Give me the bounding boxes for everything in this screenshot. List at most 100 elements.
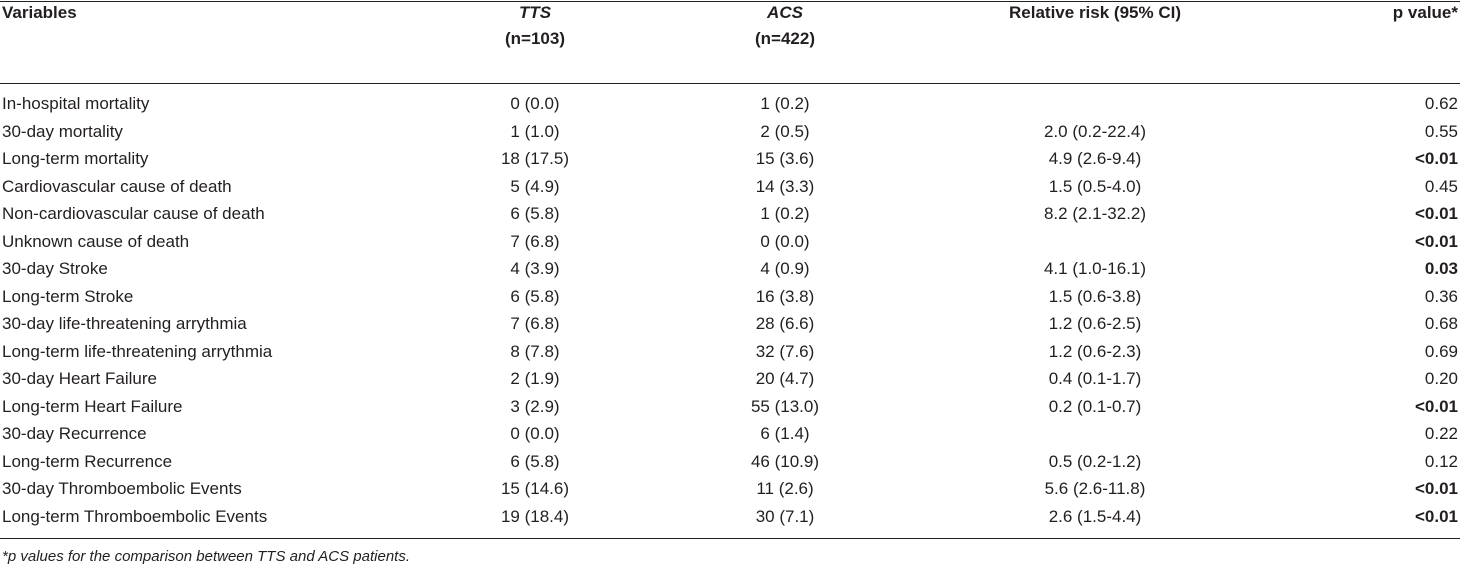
cell-variable: Long-term Thromboembolic Events [2, 506, 268, 526]
cell-acs: 30 (7.1) [755, 506, 815, 526]
cell-p-value: 0.68 [1424, 314, 1458, 333]
cell-acs: 14 (3.3) [755, 176, 815, 196]
header-acs-label: ACS [767, 3, 803, 22]
cell-relative-risk [910, 228, 1280, 256]
cell-acs: 6 (1.4) [760, 424, 810, 443]
table-row: Long-term Recurrence 6 (5.8) 46 (10.9) 0.5 … [0, 448, 1460, 476]
cell-tts: 7 (6.8) [510, 314, 560, 333]
table-row: 30-day Thromboembolic Events 15 (14.6) 11 … [0, 475, 1460, 503]
cell-relative-risk [910, 83, 1280, 118]
cell-tts: 0 (0.0) [510, 424, 560, 443]
table-row: Long-term life-threatening arrythmia 8 (7… [0, 338, 1460, 366]
cell-tts: 6 (5.8) [510, 286, 560, 306]
table-row: Long-term Heart Failure 3 (2.9) 55 (13.0) 0… [0, 393, 1460, 421]
cell-p-value: 0.69 [1424, 341, 1458, 361]
cell-acs: 11 (2.6) [756, 479, 814, 498]
table-row: In-hospital mortality 0 (0.0) 1 (0.2) 0.62 [0, 83, 1460, 118]
cell-relative-risk: 1.2 (0.6-2.5) [1048, 314, 1142, 333]
cell-tts: 3 (2.9) [510, 396, 560, 416]
table-row: Long-term mortality 18 (17.5) 15 (3.6) 4.9 … [0, 145, 1460, 173]
cell-p-value: 0.12 [1424, 451, 1458, 471]
cell-tts: 8 (7.8) [510, 341, 560, 361]
cell-variable: 30-day Stroke [2, 259, 108, 278]
cell-acs: 28 (6.6) [755, 314, 815, 333]
cell-relative-risk [910, 420, 1280, 448]
cell-acs: 15 (3.6) [755, 149, 815, 168]
table-body: In-hospital mortality 0 (0.0) 1 (0.2) 0.62 3… [0, 83, 1460, 530]
cell-variable: Long-term Stroke [2, 286, 134, 306]
cell-relative-risk: 1.2 (0.6-2.3) [1048, 341, 1142, 361]
table-row: Cardiovascular cause of death 5 (4.9) 14 (… [0, 173, 1460, 201]
cell-variable: 30-day life-threatening arrythmia [2, 314, 247, 333]
cell-relative-risk: 2.6 (1.5-4.4) [1048, 506, 1142, 526]
cell-relative-risk: 0.5 (0.2-1.2) [1048, 451, 1142, 471]
header-acs-n: (n=422) [755, 29, 815, 48]
cell-acs: 0 (0.0) [760, 231, 810, 251]
cell-p-value: <0.01 [1414, 149, 1458, 168]
cell-tts: 19 (18.4) [500, 506, 570, 526]
cell-p-value: 0.45 [1424, 176, 1458, 196]
cell-acs: 1 (0.2) [760, 204, 810, 223]
cell-acs: 46 (10.9) [750, 451, 820, 471]
cell-relative-risk: 8.2 (2.1-32.2) [1043, 204, 1147, 223]
header-tts-n: (n=103) [505, 29, 565, 48]
cell-p-value: <0.01 [1414, 506, 1458, 526]
header-acs: ACS (n=422) [660, 0, 910, 83]
cell-variable: Cardiovascular cause of death [2, 176, 232, 196]
table-row: 30-day mortality 1 (1.0) 2 (0.5) 2.0 (0.2-2… [0, 118, 1460, 146]
cell-relative-risk: 4.9 (2.6-9.4) [1048, 149, 1142, 168]
cell-p-value: <0.01 [1414, 396, 1458, 416]
cell-tts: 4 (3.9) [510, 259, 560, 278]
cell-acs: 4 (0.9) [760, 259, 810, 278]
header-tts-label: TTS [518, 3, 552, 22]
cell-variable: Long-term mortality [2, 149, 149, 168]
cell-tts: 1 (1.0) [510, 121, 560, 141]
table-row: Non-cardiovascular cause of death 6 (5.8)… [0, 200, 1460, 228]
cell-relative-risk: 0.2 (0.1-0.7) [1048, 396, 1142, 416]
cell-acs: 2 (0.5) [760, 121, 810, 141]
outcomes-table: Variables TTS (n=103) ACS (n=422) Relati… [0, 0, 1460, 530]
cell-variable: 30-day Heart Failure [2, 369, 157, 388]
header-rule [0, 83, 1460, 84]
cell-variable: Long-term Heart Failure [2, 396, 183, 416]
cell-relative-risk: 0.4 (0.1-1.7) [1048, 369, 1142, 388]
cell-acs: 55 (13.0) [750, 396, 820, 416]
cell-tts: 0 (0.0) [510, 94, 560, 113]
cell-acs: 32 (7.6) [755, 341, 815, 361]
table-row: Long-term Stroke 6 (5.8) 16 (3.8) 1.5 (0.6-… [0, 283, 1460, 311]
cell-p-value: 0.62 [1424, 94, 1458, 113]
cell-variable: 30-day Thromboembolic Events [2, 479, 242, 498]
cell-tts: 2 (1.9) [510, 369, 560, 388]
cell-variable: Unknown cause of death [2, 231, 190, 251]
cell-variable: 30-day mortality [2, 121, 123, 141]
table-row: Unknown cause of death 7 (6.8) 0 (0.0) <0.0… [0, 228, 1460, 256]
cell-tts: 18 (17.5) [500, 149, 570, 168]
footnote: *p values for the comparison between TTS… [2, 548, 410, 565]
cell-tts: 5 (4.9) [510, 176, 560, 196]
top-rule [0, 1, 1460, 2]
cell-p-value: 0.03 [1424, 259, 1458, 278]
cell-acs: 20 (4.7) [755, 369, 815, 388]
cell-variable: Non-cardiovascular cause of death [2, 204, 265, 223]
cell-p-value: <0.01 [1414, 204, 1458, 223]
cell-variable: 30-day Recurrence [2, 424, 147, 443]
cell-variable: Long-term life-threatening arrythmia [2, 341, 273, 361]
cell-tts: 6 (5.8) [510, 204, 560, 223]
header-variables: Variables [2, 3, 77, 22]
cell-tts: 7 (6.8) [510, 231, 560, 251]
header-row: Variables TTS (n=103) ACS (n=422) Relati… [0, 0, 1460, 83]
cell-relative-risk: 1.5 (0.6-3.8) [1048, 286, 1142, 306]
cell-p-value: <0.01 [1414, 231, 1458, 251]
table-row: 30-day Recurrence 0 (0.0) 6 (1.4) 0.22 [0, 420, 1460, 448]
cell-relative-risk: 5.6 (2.6-11.8) [1044, 479, 1146, 498]
cell-relative-risk: 2.0 (0.2-22.4) [1043, 121, 1147, 141]
header-p-value: p value* [1392, 3, 1458, 22]
cell-relative-risk: 4.1 (1.0-16.1) [1043, 259, 1147, 278]
cell-acs: 1 (0.2) [760, 94, 810, 113]
cell-acs: 16 (3.8) [755, 286, 815, 306]
cell-tts: 6 (5.8) [510, 451, 560, 471]
cell-variable: In-hospital mortality [2, 94, 150, 113]
table-row: 30-day Heart Failure 2 (1.9) 20 (4.7) 0.4 (… [0, 365, 1460, 393]
cell-variable: Long-term Recurrence [2, 451, 173, 471]
